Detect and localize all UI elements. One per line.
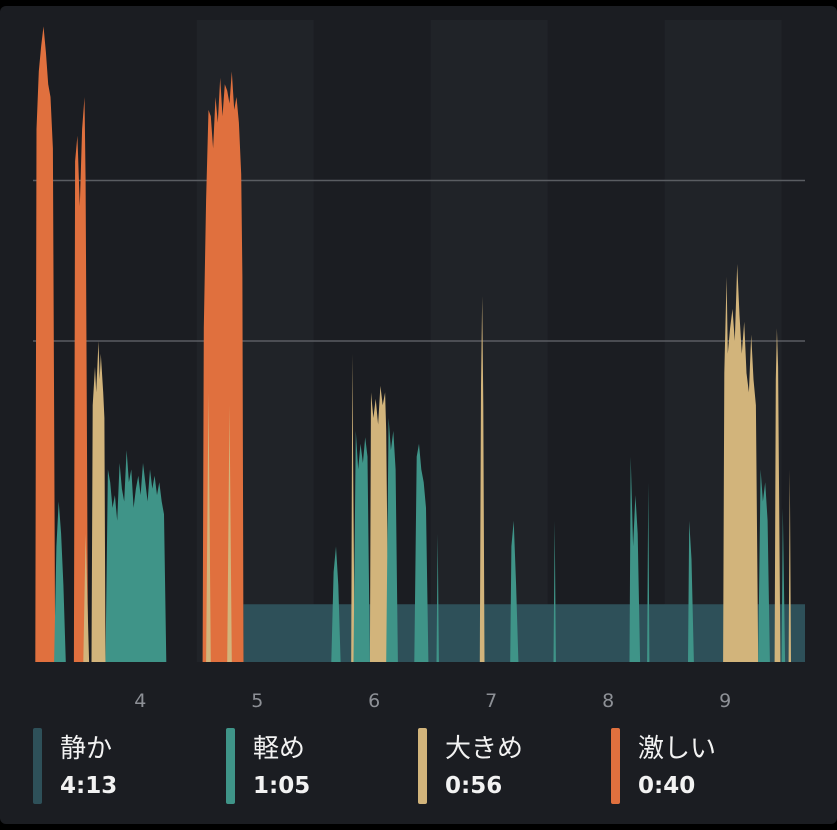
- legend-swatch: [418, 728, 427, 804]
- series-area-intense: [35, 26, 244, 662]
- activity-chart: [33, 20, 805, 662]
- x-tick-label: 6: [368, 690, 381, 712]
- legend-duration: 0:56: [445, 773, 503, 799]
- chart-panel: 4 5 6 7 8 9 静か 4:13 軽め 1:05 大きめ 0:56 激しい 0:40: [0, 6, 837, 824]
- legend-label: 軽め: [253, 734, 306, 764]
- series-area-quiet: [243, 604, 805, 662]
- series-area-light: [54, 418, 786, 662]
- x-tick-label: 7: [485, 690, 498, 712]
- legend-label: 激しい: [638, 734, 717, 764]
- x-tick-label: 4: [134, 690, 147, 712]
- legend-swatch: [226, 728, 235, 804]
- legend-duration: 0:40: [638, 773, 696, 799]
- x-tick-label: 8: [602, 690, 615, 712]
- legend-swatch: [33, 728, 42, 804]
- legend-duration: 4:13: [60, 773, 118, 799]
- legend-label: 大きめ: [445, 734, 524, 764]
- legend-duration: 1:05: [253, 773, 311, 799]
- legend-label: 静か: [60, 734, 113, 764]
- legend-swatch: [611, 728, 620, 804]
- x-tick-label: 9: [719, 690, 732, 712]
- x-tick-label: 5: [251, 690, 264, 712]
